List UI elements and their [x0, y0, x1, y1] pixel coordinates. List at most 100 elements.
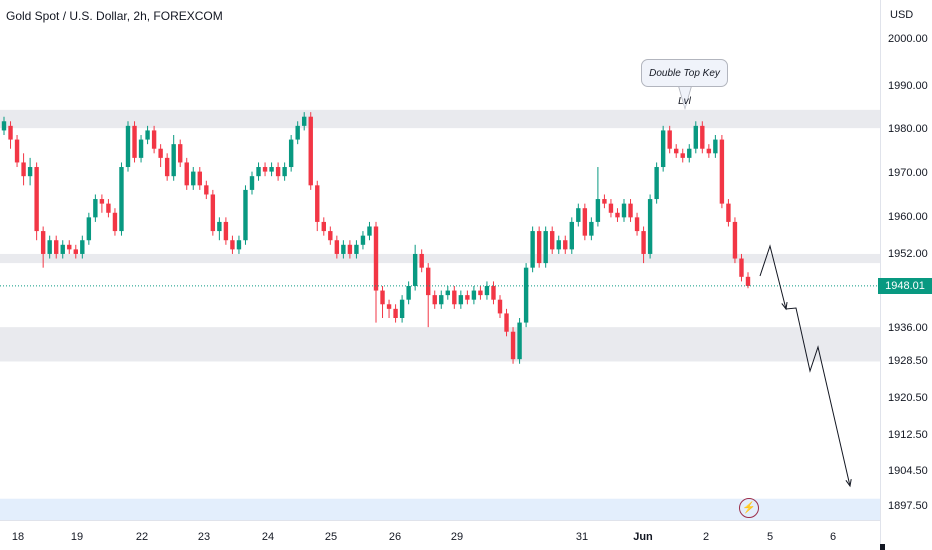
candle-body — [360, 235, 366, 245]
x-tick-label: 2 — [703, 531, 709, 543]
y-tick-label: 1960.00 — [888, 211, 928, 223]
candle-body — [184, 162, 189, 186]
candle-body — [569, 221, 574, 250]
projection-arrowhead — [845, 479, 852, 488]
lightning-icon[interactable]: ⚡ — [739, 498, 759, 518]
candle-body — [27, 167, 33, 177]
candle-body — [295, 125, 300, 140]
candle-body — [615, 212, 620, 218]
candle-body — [517, 322, 522, 360]
candle-body — [112, 212, 118, 232]
axis-unit: USD — [890, 9, 914, 21]
candle-body — [230, 240, 235, 250]
candle-body — [54, 240, 59, 254]
candle-body — [302, 116, 307, 126]
candle-body — [406, 285, 411, 300]
callout-tail-inner — [679, 86, 691, 108]
candle-body — [719, 139, 725, 204]
chart-title: Gold Spot / U.S. Dollar, 2h, FOREXCOM — [6, 9, 223, 23]
candle-body — [732, 221, 738, 259]
candle-body — [739, 258, 744, 277]
candle-body — [80, 240, 85, 254]
candle-body — [543, 231, 548, 264]
candle-body — [243, 189, 248, 241]
candle-body — [634, 217, 640, 232]
x-tick-label: 23 — [198, 531, 210, 543]
candle-body — [191, 171, 196, 186]
candle-body — [556, 240, 561, 250]
candle-body — [458, 295, 464, 305]
candle-body — [282, 167, 287, 177]
candle-body — [373, 226, 379, 291]
candle-body — [249, 176, 255, 190]
candle-body — [178, 144, 183, 163]
candle-body — [471, 290, 477, 300]
candle-body — [34, 167, 39, 232]
candle-body — [582, 208, 588, 236]
candle-body — [628, 203, 633, 218]
candle-body — [321, 221, 326, 232]
candle-body — [680, 153, 685, 158]
candle-body — [99, 199, 105, 204]
candle-body — [412, 253, 418, 286]
y-tick-label: 1936.00 — [888, 322, 928, 334]
candle-body — [347, 244, 353, 254]
x-tick-label: 24 — [262, 531, 274, 543]
x-tick-label: 22 — [136, 531, 148, 543]
zone-band — [0, 327, 880, 362]
y-tick-label: 1952.00 — [888, 248, 928, 260]
candle-body — [530, 231, 535, 268]
x-tick-label: 29 — [451, 531, 463, 543]
y-tick-label: 1928.50 — [888, 355, 928, 367]
x-tick-label: 18 — [12, 531, 24, 543]
x-tick-label: 19 — [71, 531, 83, 543]
candle-body — [700, 125, 705, 149]
candle-body — [576, 208, 581, 222]
annotation-callout[interactable]: Double Top Key Lvl — [641, 59, 728, 107]
candle-body — [419, 253, 424, 268]
candle-body — [608, 203, 614, 213]
candle-body — [158, 148, 163, 158]
candle-body — [308, 116, 313, 186]
candle-body — [125, 125, 131, 168]
candle-body — [256, 167, 261, 177]
candle-body — [119, 167, 124, 232]
candle-body — [138, 139, 144, 158]
candle-body — [269, 167, 274, 172]
candle-body — [399, 299, 405, 318]
x-tick-label: 31 — [576, 531, 588, 543]
candle-body — [328, 231, 333, 241]
scroll-handle[interactable] — [880, 544, 885, 550]
candle-body — [106, 203, 111, 213]
candle-body — [354, 244, 359, 254]
x-tick-label: 6 — [830, 531, 836, 543]
candle-body — [73, 249, 78, 254]
x-tick-label: 25 — [325, 531, 337, 543]
candle-body — [60, 244, 65, 254]
candle-body — [367, 226, 372, 236]
candle-body — [510, 331, 516, 360]
candle-body — [236, 240, 242, 250]
y-tick-label: 1912.50 — [888, 429, 928, 441]
candle-body — [641, 231, 646, 254]
candle-body — [465, 295, 470, 300]
candle-body — [217, 221, 222, 232]
candle-body — [341, 244, 346, 254]
candle-body — [595, 199, 601, 222]
x-tick-label: 5 — [767, 531, 773, 543]
candle-body — [1, 121, 7, 131]
y-tick-label: 2000.00 — [888, 33, 928, 45]
y-tick-label: 1970.00 — [888, 167, 928, 179]
candle-body — [602, 199, 607, 204]
candle-body — [210, 194, 216, 232]
candle-body — [171, 144, 176, 177]
candle-body — [693, 125, 698, 149]
candle-body — [262, 167, 268, 172]
candle-body — [497, 299, 503, 314]
candle-body — [47, 240, 52, 254]
candle-body — [288, 139, 294, 168]
y-tick-label: 1897.50 — [888, 500, 928, 512]
candle-body — [621, 203, 627, 218]
